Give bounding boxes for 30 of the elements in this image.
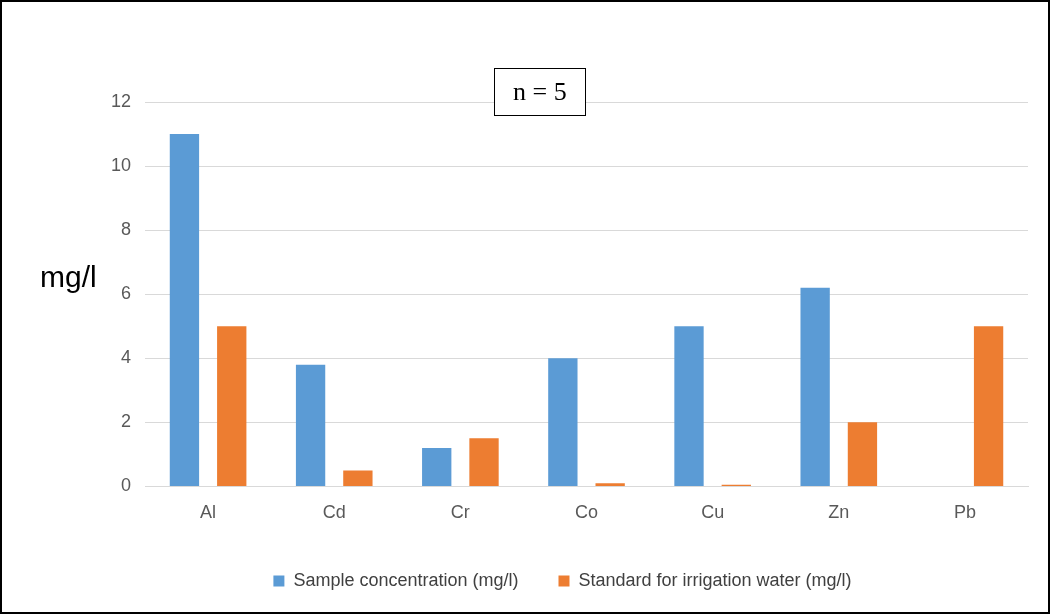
bar bbox=[847, 422, 878, 486]
x-tick-label: Cd bbox=[322, 502, 346, 523]
y-tick-label: 8 bbox=[121, 219, 132, 240]
legend-label: Sample concentration (mg/l) bbox=[293, 569, 519, 590]
bar bbox=[674, 326, 704, 486]
x-tick-label: Al bbox=[200, 502, 217, 523]
legend-label: Standard for irrigation water (mg/l) bbox=[578, 569, 852, 590]
y-tick-label: 10 bbox=[110, 155, 132, 176]
y-tick-label: 6 bbox=[121, 283, 132, 304]
x-tick-label: Pb bbox=[953, 502, 976, 523]
bar bbox=[548, 358, 578, 486]
annotation: n = 5 bbox=[494, 68, 586, 116]
y-tick-label: 12 bbox=[110, 90, 132, 111]
bar bbox=[469, 438, 499, 486]
y-tick-label: 0 bbox=[121, 475, 132, 496]
bar bbox=[295, 364, 326, 486]
y-tick-label: 4 bbox=[121, 347, 132, 368]
bar bbox=[595, 483, 625, 486]
bar bbox=[169, 134, 200, 486]
x-tick-label: Co bbox=[575, 502, 599, 523]
bar bbox=[422, 447, 452, 486]
bar bbox=[800, 287, 830, 486]
bar bbox=[343, 470, 373, 486]
y-tick-label: 2 bbox=[121, 411, 132, 432]
x-tick-label: Zn bbox=[828, 502, 850, 523]
bar bbox=[217, 326, 247, 486]
bar bbox=[973, 326, 1004, 486]
y-axis-title: mg/l bbox=[40, 260, 97, 294]
x-tick-label: Cu bbox=[701, 502, 725, 523]
x-tick-label: Cr bbox=[450, 502, 470, 523]
